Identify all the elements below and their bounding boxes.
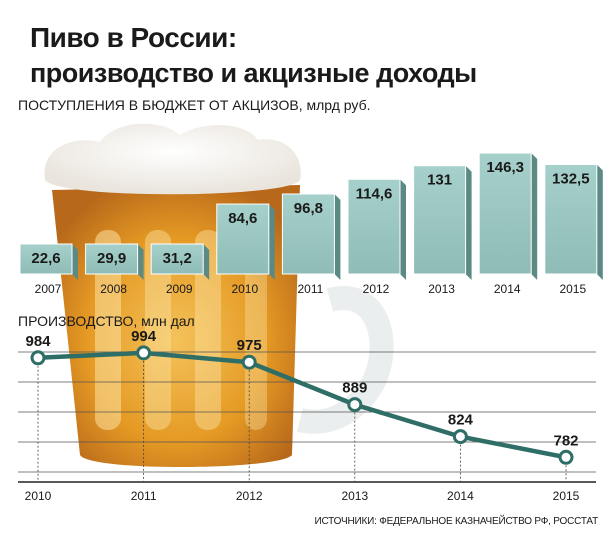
x-tick-label: 2010 xyxy=(231,282,258,296)
x-tick-label: 2012 xyxy=(236,489,263,503)
data-point xyxy=(452,429,468,445)
bar xyxy=(281,193,335,275)
bar-side xyxy=(596,164,603,280)
bar-side xyxy=(268,204,275,280)
bar xyxy=(19,243,73,275)
bar-side xyxy=(334,193,341,280)
chart-title: Пиво в России: xyxy=(30,22,237,53)
x-tick-label: 2013 xyxy=(428,282,455,296)
bar xyxy=(216,203,270,275)
series-line xyxy=(37,350,567,460)
bar-value-label: 146,3 xyxy=(486,159,524,176)
data-point xyxy=(347,397,363,413)
x-tick-label: 2007 xyxy=(35,282,62,296)
bar-side xyxy=(465,165,472,280)
x-tick-label: 2011 xyxy=(297,282,323,296)
data-point xyxy=(558,449,574,465)
x-tick-label: 2015 xyxy=(553,489,580,503)
x-tick-label: 2012 xyxy=(363,282,390,296)
point-value-label: 984 xyxy=(25,333,51,350)
point-value-label: 975 xyxy=(237,337,262,354)
bar-value-label: 84,6 xyxy=(228,210,257,227)
data-point xyxy=(30,350,46,366)
x-tick-label: 2015 xyxy=(559,282,586,296)
bar xyxy=(478,152,532,275)
source-note: ИСТОЧНИКИ: ФЕДЕРАЛЬНОЕ КАЗНАЧЕЙСТВО РФ, … xyxy=(314,516,599,527)
line-chart-title: ПРОИЗВОДСТВО, млн дал xyxy=(18,313,195,329)
bar-value-label: 31,2 xyxy=(163,250,192,267)
bar-side xyxy=(400,179,406,280)
point-value-label: 824 xyxy=(448,412,474,429)
bar xyxy=(413,165,467,275)
bar-side xyxy=(203,244,210,280)
bar-value-label: 132,5 xyxy=(552,170,590,187)
chart-subtitle: производство и акцизные доходы xyxy=(30,58,477,88)
x-tick-label: 2014 xyxy=(447,489,474,503)
data-point xyxy=(136,345,152,361)
beer-mug-illustration xyxy=(44,123,394,468)
bar-value-label: 29,9 xyxy=(97,250,126,267)
x-tick-label: 2008 xyxy=(100,282,127,296)
bar-side xyxy=(137,244,144,280)
x-tick-label: 2010 xyxy=(25,489,52,503)
x-tick-label: 2013 xyxy=(341,489,368,503)
bar xyxy=(544,163,598,275)
bar-chart-title: ПОСТУПЛЕНИЯ В БЮДЖЕТ ОТ АКЦИЗОВ, млрд ру… xyxy=(18,97,371,113)
bar-value-label: 96,8 xyxy=(294,200,323,217)
point-value-label: 889 xyxy=(342,380,367,397)
x-tick-label: 2014 xyxy=(494,282,521,296)
bar-value-label: 114,6 xyxy=(356,185,393,202)
bar-value-label: 131 xyxy=(427,172,452,189)
point-value-label: 994 xyxy=(131,328,157,345)
bar xyxy=(347,178,401,275)
bar-value-label: 22,6 xyxy=(31,250,60,267)
x-tick-label: 2009 xyxy=(166,282,193,296)
point-value-label: 782 xyxy=(553,432,578,449)
bar-side xyxy=(72,244,78,280)
x-tick-label: 2011 xyxy=(131,489,157,503)
bar-side xyxy=(531,153,538,280)
bar xyxy=(85,243,139,275)
data-point xyxy=(241,354,257,370)
bar xyxy=(150,243,204,275)
